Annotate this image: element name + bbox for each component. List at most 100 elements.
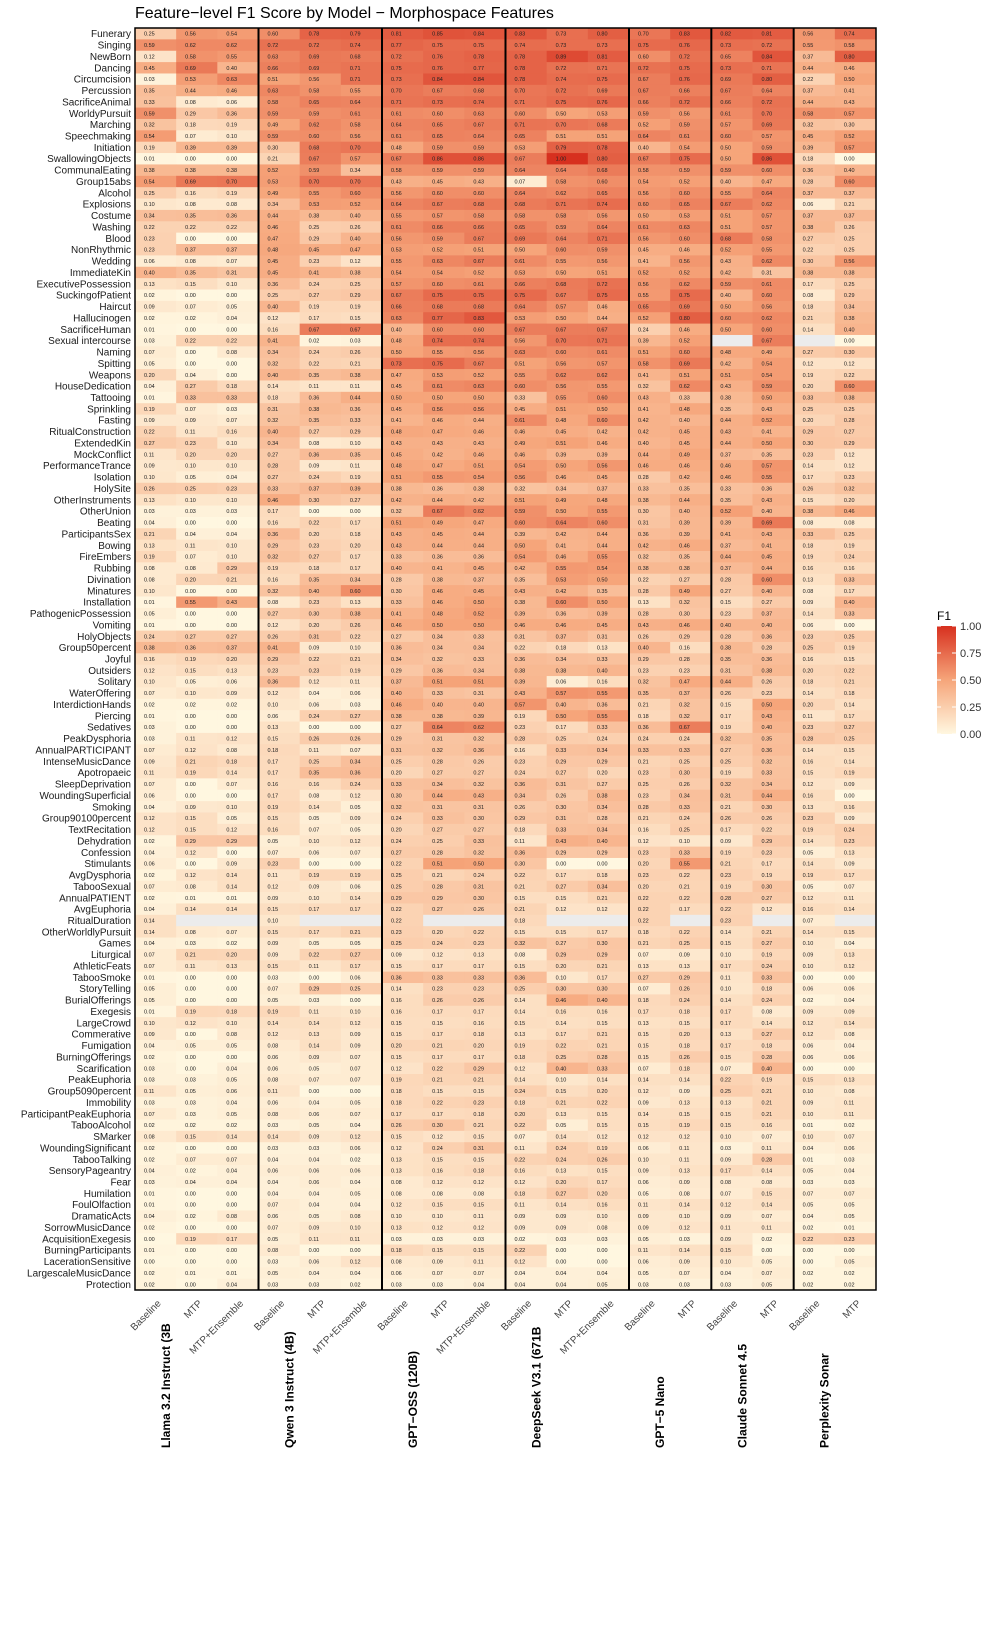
heatmap-cell xyxy=(752,880,795,893)
cell-value-label: 0.17 xyxy=(309,907,320,913)
heatmap-cell xyxy=(382,903,424,916)
cell-value-label: 0.07 xyxy=(185,407,196,413)
heatmap-cell xyxy=(135,1017,177,1029)
heatmap-cell xyxy=(299,914,342,927)
cell-value-label: 0.19 xyxy=(144,555,155,561)
cell-value-label: 0.40 xyxy=(762,1066,773,1072)
cell-value-label: 0.21 xyxy=(556,1100,567,1106)
cell-value-label: 0.11 xyxy=(844,1100,854,1106)
cell-value-label: 0.19 xyxy=(720,771,731,777)
row-label: SleepDeprivation xyxy=(55,780,131,791)
heatmap-cell xyxy=(423,983,465,995)
heatmap-cell xyxy=(670,516,712,529)
cell-value-label: 0.06 xyxy=(844,987,855,993)
heatmap-cell xyxy=(793,482,836,495)
cell-value-label: 0.57 xyxy=(556,305,567,311)
cell-value-label: 0.67 xyxy=(638,77,649,83)
heatmap-cell xyxy=(629,437,671,450)
heatmap-cell xyxy=(258,1267,301,1280)
cell-value-label: 0.20 xyxy=(309,623,320,629)
heatmap-cell xyxy=(711,289,753,302)
cell-value-label: 0.68 xyxy=(556,282,567,288)
row-label: SensoryPageantry xyxy=(49,1166,131,1177)
cell-value-label: 0.46 xyxy=(638,464,649,470)
heatmap-cell xyxy=(834,494,877,506)
heatmap-cell xyxy=(834,562,877,575)
heatmap-cell xyxy=(505,289,548,302)
cell-value-label: 0.17 xyxy=(638,1009,649,1015)
heatmap-cell xyxy=(299,1028,342,1041)
cell-value-label: 0.07 xyxy=(762,1135,773,1141)
heatmap-cell xyxy=(340,778,383,791)
cell-value-label: 0.10 xyxy=(309,896,320,902)
heatmap-cell xyxy=(711,1153,753,1166)
cell-value-label: 0.00 xyxy=(556,1260,567,1266)
heatmap-cell xyxy=(423,823,465,836)
cell-value-label: 0.24 xyxy=(762,964,773,970)
heatmap-cell xyxy=(176,994,218,1007)
heatmap-cell xyxy=(340,198,383,211)
heatmap-cell xyxy=(176,334,218,347)
heatmap-cell xyxy=(135,84,177,97)
heatmap-cell xyxy=(299,641,342,654)
cell-value-label: 0.60 xyxy=(515,521,526,527)
heatmap-cell xyxy=(135,39,177,52)
heatmap-cell xyxy=(587,1244,630,1257)
cell-value-label: 0.07 xyxy=(309,828,320,834)
cell-value-label: 0.38 xyxy=(762,668,773,674)
cell-value-label: 0.32 xyxy=(679,600,690,606)
cell-value-label: 0.25 xyxy=(556,737,567,743)
cell-value-label: 0.30 xyxy=(473,816,484,822)
heatmap-cell xyxy=(752,346,795,359)
heatmap-cell xyxy=(587,562,630,575)
cell-value-label: 0.76 xyxy=(432,66,443,72)
heatmap-cell xyxy=(793,528,836,541)
heatmap-cell xyxy=(464,448,506,461)
cell-value-label: 0.14 xyxy=(679,1248,690,1254)
heatmap-cell xyxy=(464,153,506,165)
heatmap-cell xyxy=(464,1119,506,1132)
cell-value-label: 0.46 xyxy=(226,89,237,95)
heatmap-cell xyxy=(670,28,712,40)
cell-value-label: 0.07 xyxy=(185,134,196,140)
heatmap-cell xyxy=(670,1051,712,1064)
heatmap-cell xyxy=(176,1176,218,1189)
heatmap-cell xyxy=(546,619,589,631)
heatmap-cell xyxy=(546,892,589,904)
cell-value-label: 0.33 xyxy=(473,839,484,845)
heatmap-cell xyxy=(670,39,712,52)
cell-value-label: 0.46 xyxy=(556,475,567,481)
cell-value-label: 0.24 xyxy=(432,1146,443,1152)
heatmap-cell xyxy=(299,778,342,791)
cell-value-label: 0.15 xyxy=(268,964,279,970)
cell-value-label: 0.09 xyxy=(803,1009,814,1015)
cell-value-label: 0.44 xyxy=(720,418,731,424)
cell-value-label: 0.24 xyxy=(762,998,773,1004)
cell-value-label: 0.03 xyxy=(309,1282,320,1288)
cell-value-label: 0.55 xyxy=(597,509,608,515)
heatmap-cell xyxy=(258,880,301,893)
heatmap-cell xyxy=(176,539,218,552)
heatmap-cell xyxy=(299,630,342,643)
cell-value-label: 0.10 xyxy=(226,282,237,288)
cell-value-label: 0.14 xyxy=(844,907,855,913)
heatmap-cell xyxy=(423,971,465,984)
heatmap-cell xyxy=(217,710,259,722)
cell-value-label: 0.00 xyxy=(185,975,196,981)
cell-value-label: 0.64 xyxy=(350,100,361,106)
cell-value-label: 0.10 xyxy=(185,464,196,470)
cell-value-label: 0.60 xyxy=(597,521,608,527)
heatmap-cell xyxy=(793,857,836,870)
heatmap-cell xyxy=(217,187,259,199)
heatmap-cell xyxy=(793,244,836,256)
cell-value-label: 0.44 xyxy=(597,532,608,538)
cell-value-label: 0.14 xyxy=(556,1135,567,1141)
heatmap-cell xyxy=(340,539,383,552)
heatmap-cell xyxy=(752,482,795,495)
heatmap-cell xyxy=(423,323,465,336)
cell-value-label: 0.04 xyxy=(350,1180,361,1186)
heatmap-cell xyxy=(711,494,753,506)
cell-value-label: 0.12 xyxy=(350,839,361,845)
cell-value-label: 0.12 xyxy=(762,907,773,913)
heatmap-cell xyxy=(299,687,342,700)
